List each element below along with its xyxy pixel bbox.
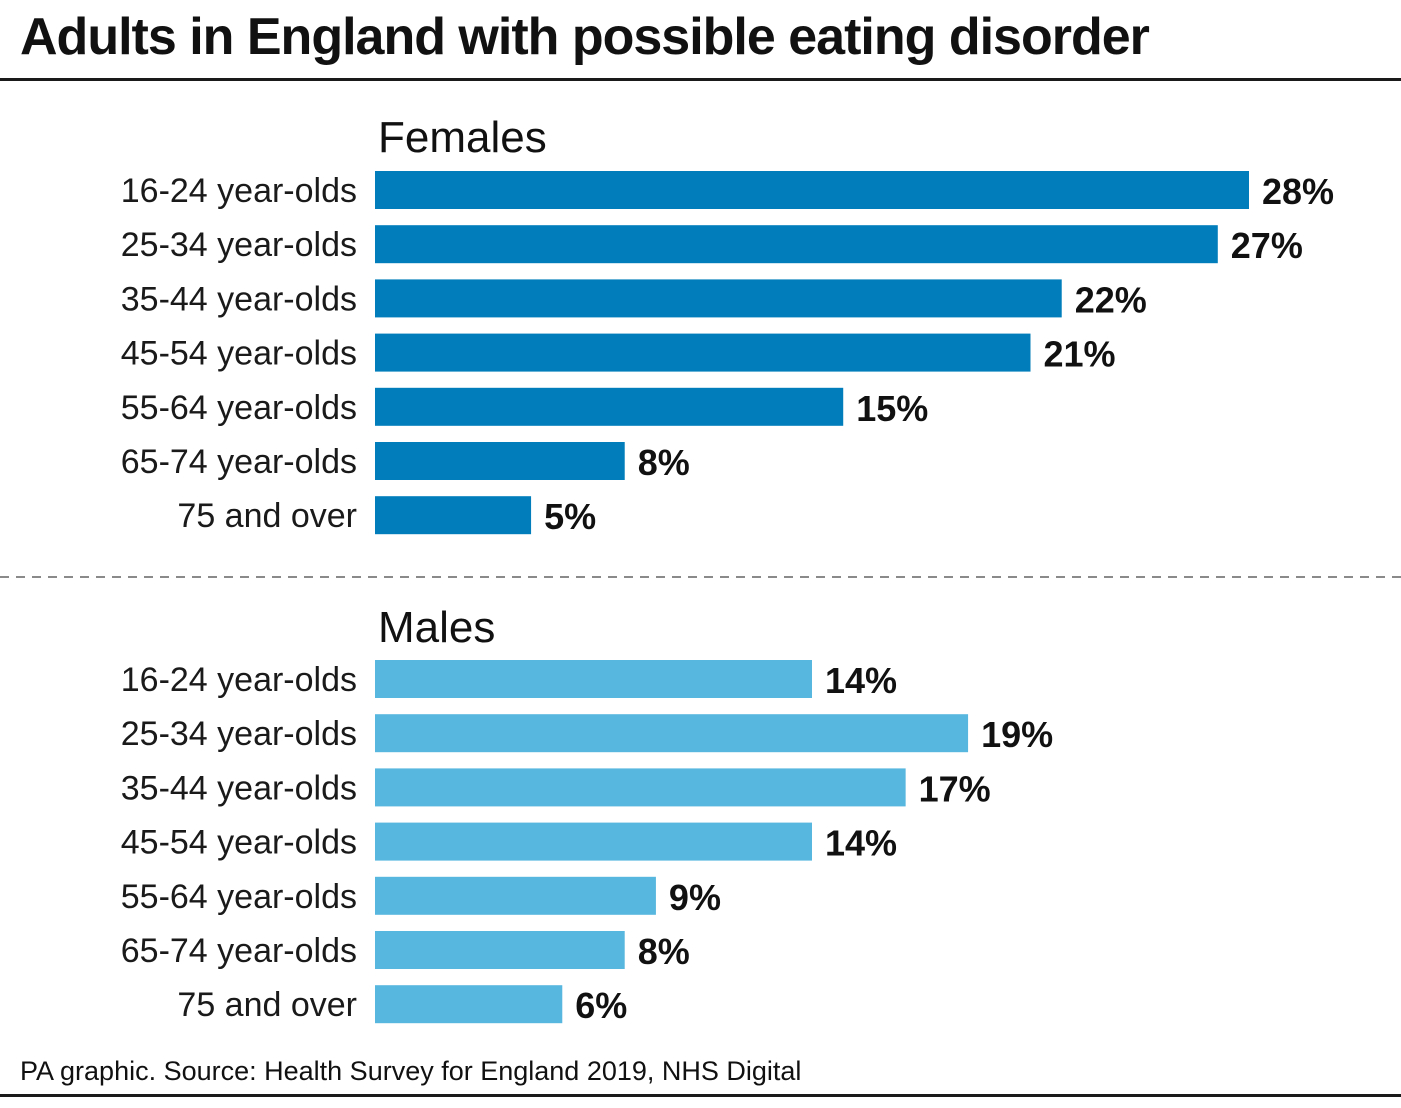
males-category-label: 25-34 year-olds [121, 715, 357, 753]
females-bar [375, 225, 1218, 264]
males-value-label: 17% [919, 768, 991, 809]
females-category-label: 35-44 year-olds [121, 280, 357, 318]
title-divider [0, 78, 1401, 81]
females-bar [375, 442, 625, 480]
males-category-label: 35-44 year-olds [121, 769, 357, 807]
males-bar [375, 931, 625, 969]
males-bar [375, 876, 656, 915]
chart-title: Adults in England with possible eating d… [20, 8, 1150, 66]
males-category-label: 16-24 year-olds [121, 661, 357, 699]
males-value-label: 8% [638, 931, 690, 972]
females-panel-title: Females [378, 113, 547, 162]
females-bar [375, 333, 1031, 372]
males-category-label: 45-54 year-olds [121, 824, 357, 862]
males-category-label: 75 and over [177, 986, 357, 1024]
males-bar [375, 822, 812, 861]
females-value-label: 22% [1075, 279, 1147, 320]
males-bar [375, 768, 906, 807]
females-category-label: 65-74 year-olds [121, 443, 357, 481]
females-value-label: 5% [544, 496, 596, 537]
females-value-label: 27% [1231, 225, 1303, 266]
females-category-label: 45-54 year-olds [121, 335, 357, 373]
females-bar [375, 171, 1249, 209]
males-value-label: 9% [669, 877, 721, 918]
females-value-label: 8% [638, 442, 690, 483]
females-category-label: 55-64 year-olds [121, 389, 357, 427]
males-category-label: 55-64 year-olds [121, 878, 357, 916]
males-value-label: 14% [825, 823, 897, 864]
males-panel-title: Males [378, 603, 495, 652]
males-bar [375, 660, 812, 698]
females-category-label: 75 and over [177, 497, 357, 535]
females-bar [375, 387, 844, 426]
males-category-label: 65-74 year-olds [121, 932, 357, 970]
females-category-label: 16-24 year-olds [121, 172, 357, 210]
source-note: PA graphic. Source: Health Survey for En… [20, 1056, 802, 1086]
males-bar [375, 985, 563, 1024]
males-value-label: 6% [575, 985, 627, 1026]
females-value-label: 28% [1262, 171, 1334, 212]
chart-area: Females 16-24 year-olds 28% 25-34 year-olds… [0, 113, 1401, 1026]
females-bar [375, 496, 532, 535]
females-value-label: 15% [856, 388, 928, 429]
footer-divider [0, 1094, 1401, 1097]
females-bar [375, 279, 1062, 318]
males-value-label: 19% [981, 714, 1053, 755]
females-category-label: 25-34 year-olds [121, 226, 357, 264]
males-value-label: 14% [825, 660, 897, 701]
females-value-label: 21% [1044, 334, 1116, 375]
males-bar [375, 714, 969, 753]
